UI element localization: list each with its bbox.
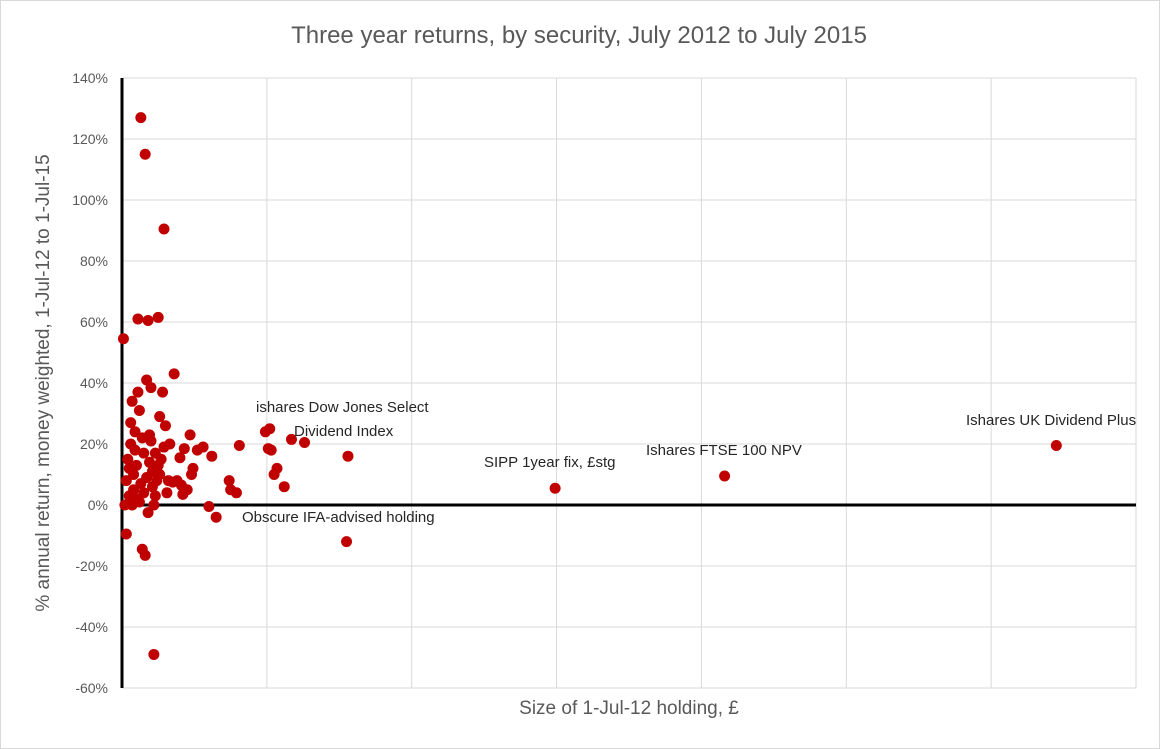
data-point xyxy=(719,470,731,482)
data-point xyxy=(265,444,277,456)
data-point xyxy=(129,426,141,438)
data-point xyxy=(342,450,354,462)
y-tick-label: -40% xyxy=(75,619,108,635)
data-point xyxy=(210,511,222,523)
data-point xyxy=(341,536,353,548)
data-point xyxy=(148,648,160,660)
data-point xyxy=(145,435,157,447)
data-point xyxy=(223,475,235,487)
data-point xyxy=(154,411,166,423)
data-point xyxy=(168,368,180,380)
data-point xyxy=(145,382,157,394)
data-point xyxy=(184,429,196,441)
data-point xyxy=(152,311,164,323)
y-tick-label: 120% xyxy=(72,131,108,147)
data-point xyxy=(197,441,209,453)
data-point xyxy=(138,447,150,459)
y-tick-label: -60% xyxy=(75,680,108,696)
data-point xyxy=(157,386,169,398)
x-axis-title: Size of 1-Jul-12 holding, £ xyxy=(519,698,739,719)
data-point xyxy=(161,487,173,499)
data-point xyxy=(117,333,129,345)
data-point xyxy=(271,462,283,474)
data-point xyxy=(206,450,218,462)
chart-title: Three year returns, by security, July 20… xyxy=(291,22,867,49)
data-point xyxy=(174,452,186,464)
data-point xyxy=(139,549,151,561)
y-tick-label: 80% xyxy=(80,253,108,269)
annotation-label: Obscure IFA-advised holding xyxy=(242,509,435,526)
data-point xyxy=(285,433,297,445)
data-point xyxy=(233,440,245,452)
grid-lines xyxy=(122,77,1137,689)
data-point xyxy=(133,496,145,508)
data-point xyxy=(159,420,171,432)
y-tick-label: 0% xyxy=(88,497,108,513)
y-axis-title: % annual return, money weighted, 1-Jul-1… xyxy=(33,154,54,611)
y-tick-label: 100% xyxy=(72,192,108,208)
annotations: ishares Dow Jones Select Dividend Index Ob… xyxy=(242,399,1136,526)
data-point xyxy=(549,482,561,494)
data-point xyxy=(148,499,160,511)
data-point xyxy=(132,313,144,325)
annotation-label: ishares Dow Jones Select xyxy=(256,399,429,416)
data-point xyxy=(299,436,311,448)
data-point xyxy=(158,223,170,235)
y-tick-label: 20% xyxy=(80,436,108,452)
annotation-label: Ishares FTSE 100 NPV xyxy=(646,442,802,459)
data-point xyxy=(142,314,154,326)
data-point xyxy=(128,469,140,480)
data-point xyxy=(122,453,134,465)
data-point xyxy=(230,487,242,499)
data-point xyxy=(130,459,142,471)
data-point xyxy=(135,112,147,124)
data-point xyxy=(155,453,167,465)
data-point xyxy=(129,444,141,456)
y-tick-label: 60% xyxy=(80,314,108,330)
data-point xyxy=(128,484,140,496)
data-point xyxy=(154,469,166,480)
data-point xyxy=(178,443,190,455)
y-tick-labels: 140% 120% 100% 80% 60% 40% 20% 0% -20% -40% -60% xyxy=(72,70,108,696)
data-point xyxy=(125,417,137,429)
data-point xyxy=(187,462,199,474)
data-point xyxy=(120,528,132,540)
data-point xyxy=(139,148,151,160)
data-point xyxy=(149,490,161,502)
data-point xyxy=(132,386,144,398)
data-point xyxy=(138,487,150,499)
data-point xyxy=(144,456,156,468)
annotation-label: SIPP 1year fix, £stg xyxy=(484,454,615,471)
data-point xyxy=(164,438,176,450)
data-point xyxy=(120,475,132,487)
data-points xyxy=(117,112,1062,660)
data-point xyxy=(264,423,276,435)
y-tick-label: 40% xyxy=(80,375,108,391)
annotation-label: Dividend Index xyxy=(294,423,394,440)
data-point xyxy=(142,507,154,519)
data-point xyxy=(133,404,145,416)
data-point xyxy=(203,501,215,513)
data-point xyxy=(278,481,290,493)
annotation-label: Ishares UK Dividend Plus xyxy=(966,412,1136,429)
data-point xyxy=(1050,440,1062,452)
y-tick-label: 140% xyxy=(72,70,108,86)
data-point xyxy=(181,484,193,496)
data-point xyxy=(126,395,138,407)
y-tick-label: -20% xyxy=(75,558,108,574)
